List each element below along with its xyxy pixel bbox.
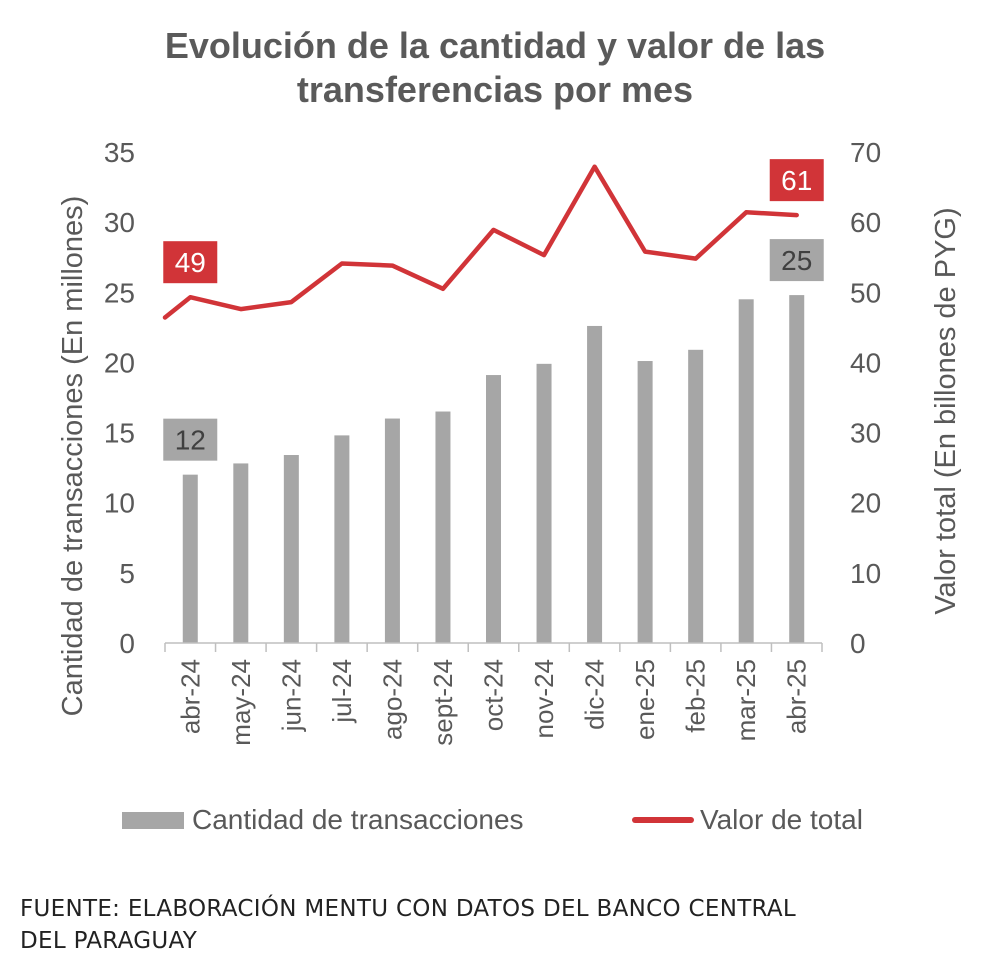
legend-item-line: Valor de total xyxy=(632,795,863,845)
x-tick-label-oct-24: oct-24 xyxy=(479,659,509,731)
legend-item-bars: Cantidad de transacciones xyxy=(122,795,524,845)
chart-plot: 0 5 10 15 20 25 30 35 0 10 20 30 40 50 60 70 Cantidad de… xyxy=(57,137,962,746)
x-tick-label-mar-25: mar-25 xyxy=(731,659,761,741)
y-left-tick-label: 15 xyxy=(104,418,135,449)
data-label-abr-25-cantidad: 25 xyxy=(781,245,812,276)
bar-ene-25 xyxy=(637,361,653,643)
chart-title: Evolución de la cantidad y valor de las … xyxy=(0,24,990,112)
chart-title-line-2: transferencias por mes xyxy=(296,69,694,110)
y-left-tick-label: 10 xyxy=(104,488,135,519)
bar-abr-24 xyxy=(182,474,198,643)
source-line-2: DEL PARAGUAY xyxy=(20,928,198,954)
data-label-box-abr-25-valor xyxy=(769,159,824,202)
x-tick-label-abr-25: abr-25 xyxy=(782,659,812,734)
bar-ago-24 xyxy=(384,418,400,643)
y-left-axis-title: Cantidad de transacciones (En millones) xyxy=(57,196,89,717)
y-left-tick-label: 5 xyxy=(119,558,135,589)
y-right-tick-label: 60 xyxy=(850,207,881,238)
y-left-tick-label: 25 xyxy=(104,277,135,308)
y-right-tick-label: 40 xyxy=(850,347,881,378)
x-tick-label-jun-24: jun-24 xyxy=(276,659,306,732)
bar-jul-24 xyxy=(334,435,350,643)
y-left-tick-label: 30 xyxy=(104,207,135,238)
legend-label-line: Valor de total xyxy=(700,804,863,835)
bar-nov-24 xyxy=(536,363,552,643)
data-label-box-abr-25-cantidad xyxy=(769,239,824,282)
data-label-box-abr-24-valor xyxy=(163,241,218,284)
x-tick-label-dic-24: dic-24 xyxy=(580,659,610,730)
y-right-axis-title: Valor total (En billones de PYG) xyxy=(930,207,962,614)
y-right-tick-label: 0 xyxy=(850,628,866,659)
bar-dic-24 xyxy=(587,325,603,643)
x-tick-label-ene-25: ene-25 xyxy=(630,659,660,740)
y-right-tick-label: 50 xyxy=(850,277,881,308)
x-tick-label-may-24: may-24 xyxy=(226,659,256,746)
data-label-box-abr-24-cantidad xyxy=(163,418,218,461)
y-left-tick-label: 0 xyxy=(119,628,135,659)
y-left-tick-label: 20 xyxy=(104,347,135,378)
y-right-tick-label: 70 xyxy=(850,137,881,168)
legend-line-swatch xyxy=(632,817,694,823)
x-tick-label-nov-24: nov-24 xyxy=(529,659,559,739)
bar-may-24 xyxy=(233,463,249,643)
y-right-tick-label: 30 xyxy=(850,418,881,449)
bar-jun-24 xyxy=(283,455,299,643)
x-tick-label-sept-24: sept-24 xyxy=(428,659,458,746)
chart-title-line-1: Evolución de la cantidad y valor de las xyxy=(164,25,826,66)
legend-bar-swatch xyxy=(122,811,184,829)
x-tick-label-jul-24: jul-24 xyxy=(327,659,357,724)
data-label-abr-24-valor: 49 xyxy=(175,247,206,278)
data-label-abr-24-cantidad: 12 xyxy=(175,425,206,456)
bar-mar-25 xyxy=(738,299,754,643)
chart-legend: Cantidad de transacciones Valor de total xyxy=(0,795,990,845)
y-right-tick-label: 10 xyxy=(850,558,881,589)
x-tick-label-ago-24: ago-24 xyxy=(377,659,407,740)
x-tick-label-abr-24: abr-24 xyxy=(175,659,205,734)
bar-sept-24 xyxy=(435,411,451,643)
source-note: FUENTE: ELABORACIÓN MENTU CON DATOS DEL … xyxy=(20,893,960,957)
source-line-1: FUENTE: ELABORACIÓN MENTU CON DATOS DEL … xyxy=(20,896,797,922)
y-right-tick-label: 20 xyxy=(850,488,881,519)
data-label-abr-25-valor: 61 xyxy=(781,165,812,196)
x-tick-label-feb-25: feb-25 xyxy=(681,659,711,733)
bar-oct-24 xyxy=(486,375,501,643)
legend-label-bars: Cantidad de transacciones xyxy=(192,804,524,835)
line-series-valor xyxy=(162,164,799,320)
bar-feb-25 xyxy=(688,349,704,643)
bar-abr-25 xyxy=(789,295,805,643)
y-left-tick-label: 35 xyxy=(104,137,135,168)
